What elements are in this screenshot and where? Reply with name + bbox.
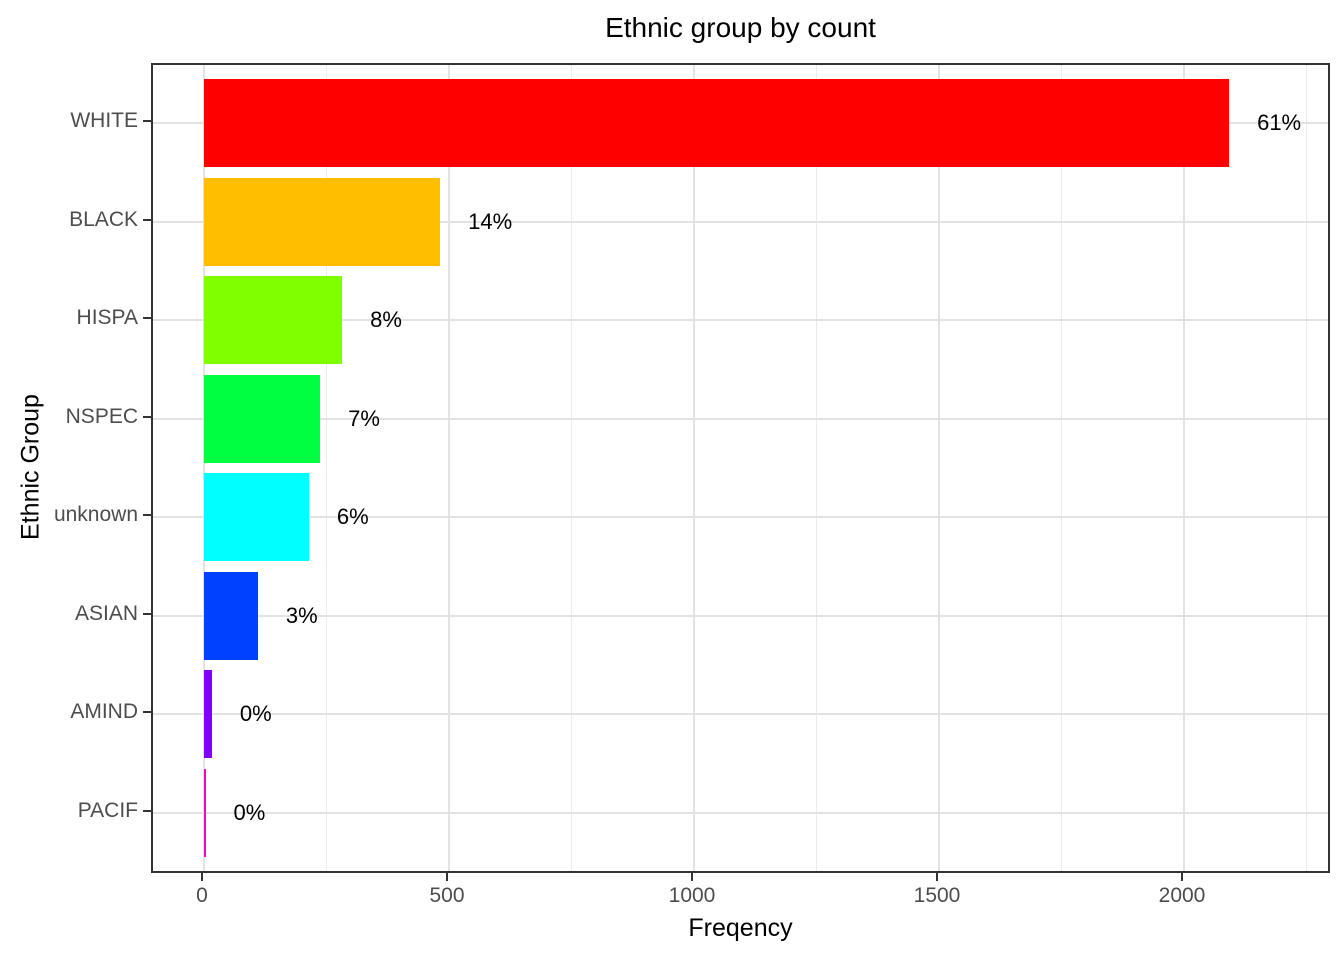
y-axis-tick-label-white: WHITE (70, 109, 138, 132)
x-axis-tick (201, 873, 203, 881)
x-axis-tick-label: 1000 (668, 884, 716, 907)
minor-vertical-gridline (1061, 65, 1062, 871)
horizontal-gridline (153, 713, 1328, 716)
bar-unknown (204, 473, 309, 562)
minor-vertical-gridline (1306, 65, 1307, 871)
y-axis-tick (143, 514, 151, 517)
horizontal-gridline (153, 614, 1328, 617)
bar-asian (204, 571, 258, 660)
y-axis-tick (143, 120, 151, 122)
y-axis-tick-label-amind: AMIND (70, 700, 138, 724)
plot-area: 61% 14% 8% 7% 6% 3% 0% 0% (153, 65, 1328, 871)
x-axis-tick (446, 873, 448, 881)
bar-value-label: 0% (239, 701, 272, 727)
x-axis-tick-label: 1500 (913, 884, 961, 907)
bar-value-label: 3% (285, 602, 318, 628)
bar-value-label: 7% (348, 405, 380, 431)
x-axis-tick (691, 873, 693, 881)
y-axis-tick-label-nspec: NSPEC (65, 404, 138, 428)
bar-value-label: 6% (336, 504, 369, 530)
bar-value-label: 0% (233, 800, 266, 826)
x-axis-tick-label: 500 (429, 884, 465, 907)
horizontal-gridline (153, 220, 1328, 223)
horizontal-gridline (153, 417, 1328, 420)
bar-white (204, 79, 1230, 167)
x-axis-tick-label: 2000 (1158, 884, 1206, 907)
y-axis-tick-label-hispa: HISPA (76, 306, 138, 330)
horizontal-gridline (153, 812, 1328, 815)
x-axis-tick (1181, 873, 1183, 881)
plot-panel: 61% 14% 8% 7% 6% 3% 0% 0% (151, 63, 1330, 873)
y-axis-title: Ethnic Group (16, 394, 45, 540)
y-axis-tick (143, 711, 151, 714)
major-vertical-gridline (203, 65, 205, 871)
x-axis-tick-label: 0 (196, 884, 208, 907)
minor-vertical-gridline (571, 65, 572, 871)
y-axis-tick-label-unknown: unknown (53, 503, 138, 527)
major-vertical-gridline (938, 65, 940, 871)
x-axis-title: Freqency (688, 914, 793, 942)
chart-title: Ethnic group by count (605, 12, 876, 43)
major-vertical-gridline (1183, 65, 1185, 871)
minor-vertical-gridline (816, 65, 817, 871)
bar-pacif (204, 769, 206, 858)
major-vertical-gridline (448, 65, 450, 871)
bar-hispa (204, 276, 343, 365)
minor-vertical-gridline (326, 65, 327, 871)
y-axis-tick (143, 810, 151, 813)
y-axis-tick (143, 218, 151, 221)
bar-value-label: 14% (468, 208, 513, 234)
bar-nspec (204, 374, 321, 463)
horizontal-gridline (153, 516, 1328, 519)
y-axis-tick (143, 612, 151, 615)
y-axis-tick-label-asian: ASIAN (74, 601, 138, 625)
bar-black (204, 177, 441, 266)
y-axis-tick-label-pacif: PACIF (77, 799, 138, 823)
bar-amind (204, 670, 212, 759)
y-axis-tick (143, 317, 151, 320)
y-axis-tick-label-black: BLACK (69, 207, 138, 231)
y-axis-tick (143, 415, 151, 418)
major-vertical-gridline (693, 65, 695, 871)
bar-value-label: 8% (370, 307, 402, 333)
bar-value-label: 61% (1257, 110, 1302, 135)
horizontal-gridline (153, 319, 1328, 322)
x-axis-tick (936, 873, 938, 881)
